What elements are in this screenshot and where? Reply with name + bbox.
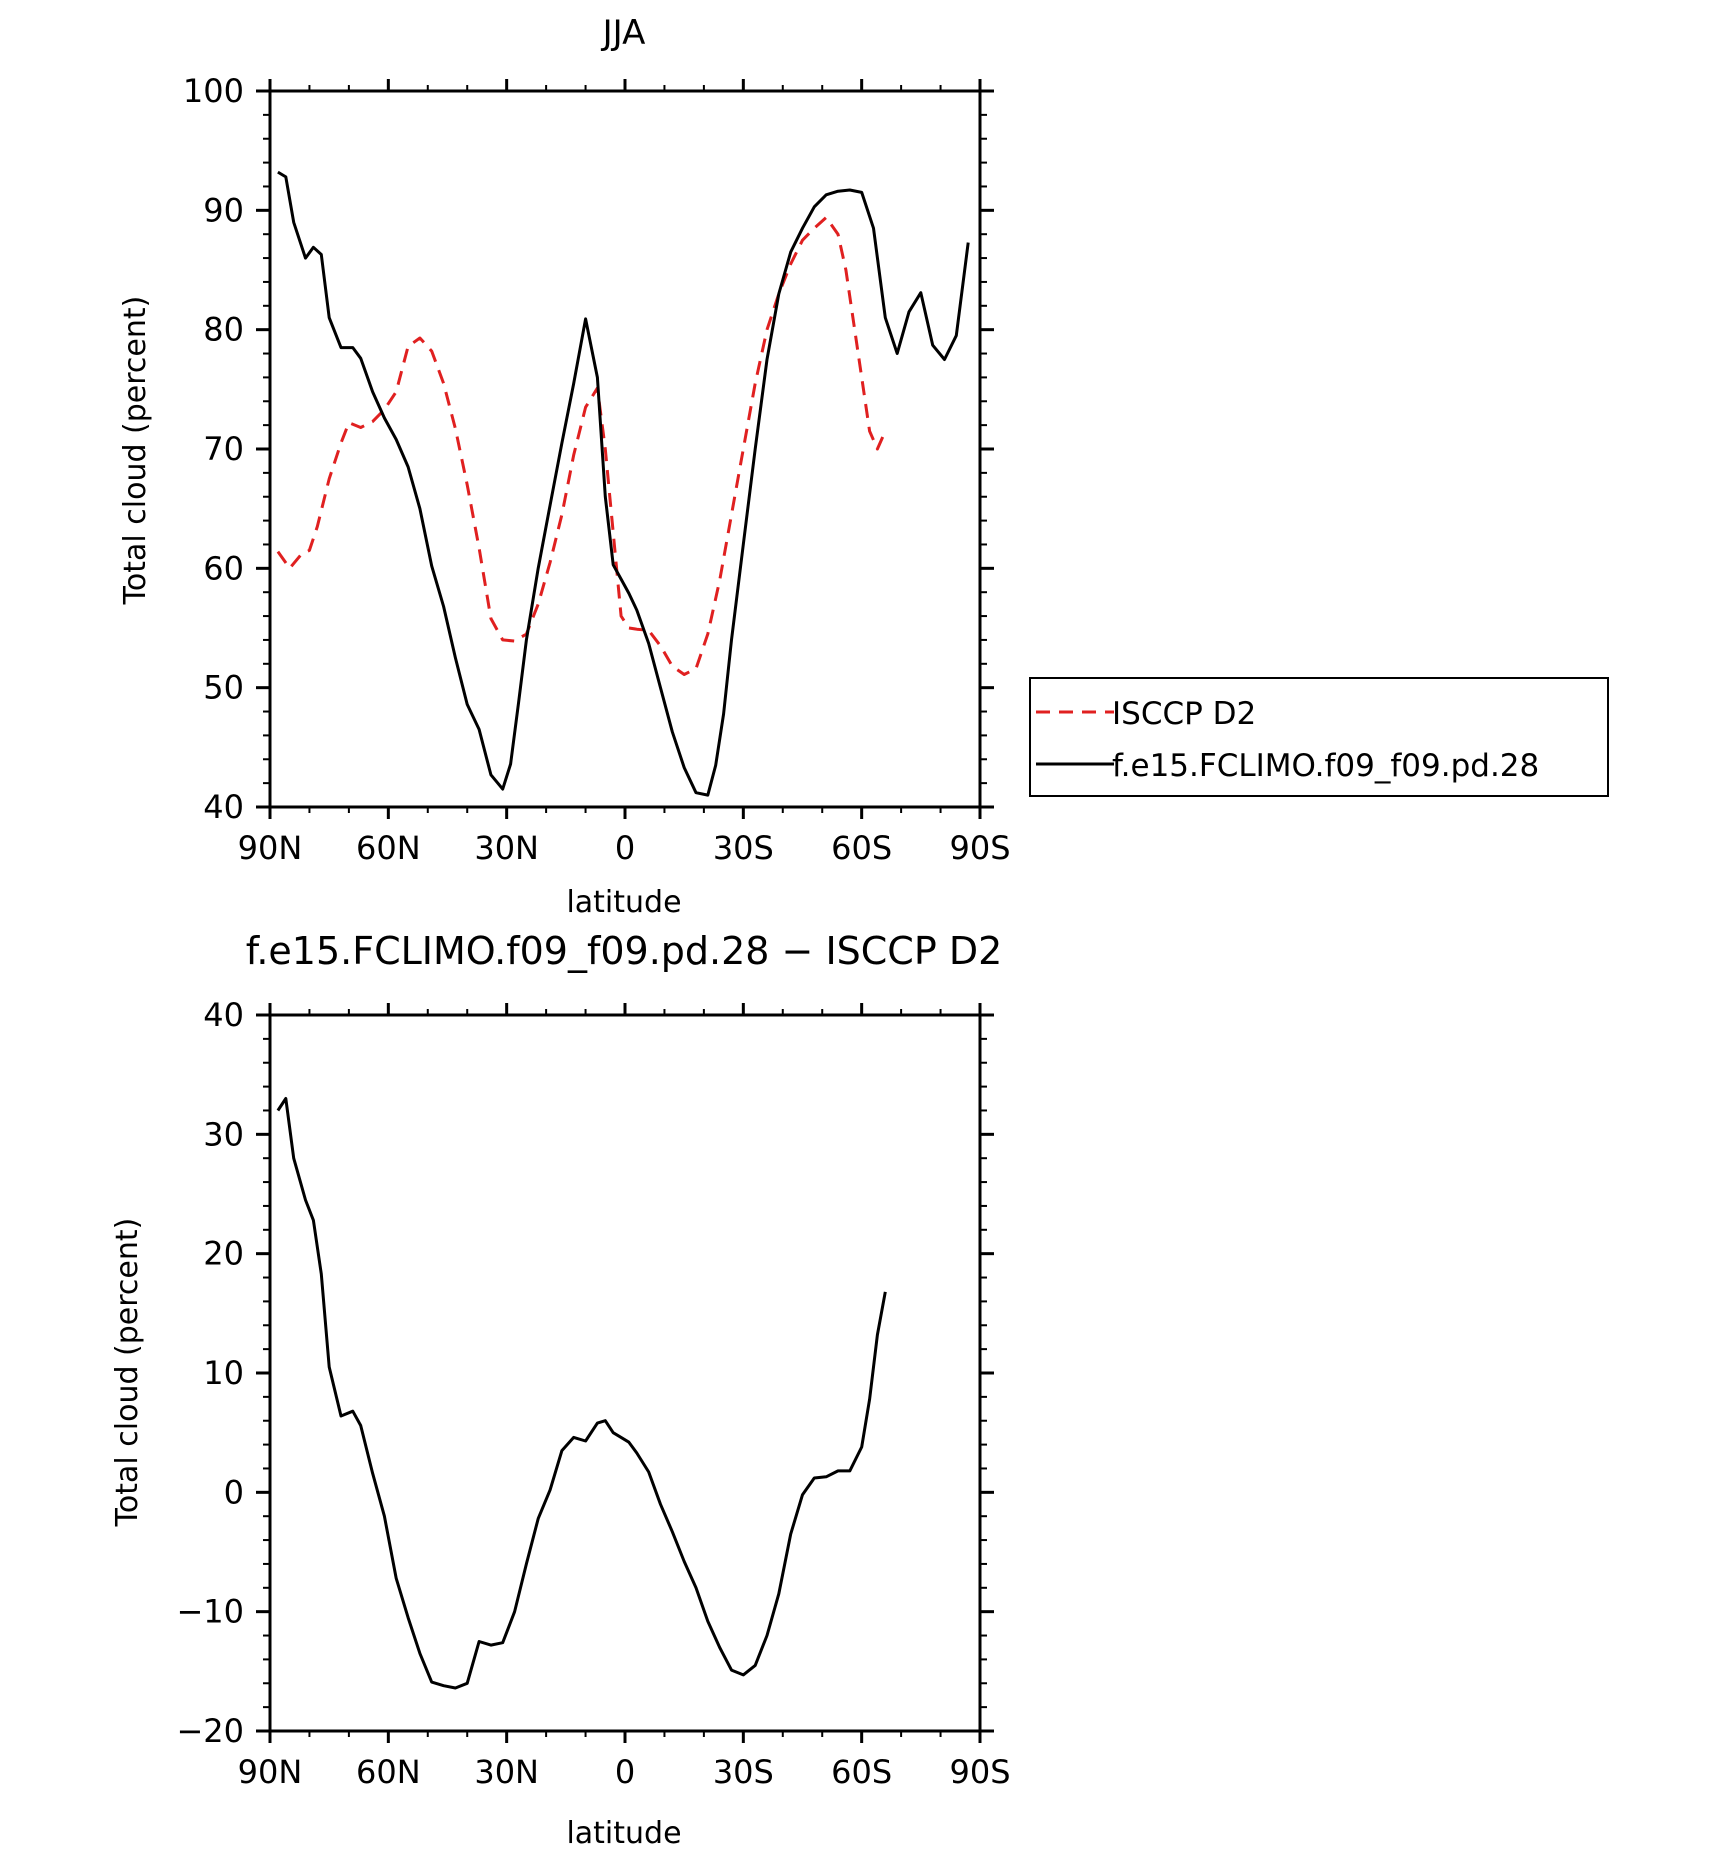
top-y-tick-label: 70 <box>203 430 244 468</box>
top-x-tick-label: 30S <box>713 829 774 867</box>
top-series-line-1 <box>277 170 970 797</box>
top-x-axis-label: latitude <box>566 885 681 920</box>
top-y-tick-label: 80 <box>203 311 244 349</box>
bottom-tick-labels: 90N 60N 30N 0 30S 60S 90S −20 −10 0 10 20 30 40 <box>176 996 1010 1791</box>
bottom-y-tick-label: 30 <box>203 1115 244 1153</box>
bottom-panel: f.e15.FCLIMO.f09_f09.pd.28 − ISCCP D2 To… <box>110 929 1011 1850</box>
top-panel: JJA Total cloud (percent) latitude 90N 60… <box>118 13 1011 920</box>
top-y-tick-label: 40 <box>203 788 244 826</box>
top-y-axis-label: Total cloud (percent) <box>118 296 153 606</box>
bottom-series <box>276 1097 887 1690</box>
bottom-y-axis-label: Total cloud (percent) <box>110 1218 145 1528</box>
bottom-x-tick-label: 30S <box>713 1753 774 1791</box>
legend: ISCCP D2 f.e15.FCLIMO.f09_f09.pd.28 <box>1029 677 1609 797</box>
bottom-x-tick-label: 90N <box>238 1753 303 1791</box>
top-x-tick-label: 90S <box>949 829 1010 867</box>
top-plot-frame <box>268 89 982 809</box>
top-x-tick-label: 90N <box>238 829 303 867</box>
bottom-plot-frame <box>268 1013 982 1733</box>
top-tick-labels: 90N 60N 30N 0 30S 60S 90S 40 50 60 70 80 90 100 <box>183 72 1011 867</box>
bottom-x-tick-label: 0 <box>615 1753 635 1791</box>
bottom-y-tick-label: 40 <box>203 996 244 1034</box>
bottom-y-tick-label: 10 <box>203 1354 244 1392</box>
top-series <box>276 170 970 797</box>
top-y-tick-label: 60 <box>203 549 244 587</box>
legend-box <box>1029 677 1609 797</box>
top-x-tick-label: 60N <box>356 829 421 867</box>
bottom-x-tick-label: 90S <box>949 1753 1010 1791</box>
legend-label-isccp: ISCCP D2 <box>1112 696 1256 732</box>
bottom-x-tick-label: 60S <box>831 1753 892 1791</box>
top-x-tick-label: 0 <box>615 829 635 867</box>
top-x-tick-label: 60S <box>831 829 892 867</box>
bottom-x-tick-label: 30N <box>474 1753 539 1791</box>
top-y-tick-label: 50 <box>203 669 244 707</box>
bottom-y-tick-label: −10 <box>176 1593 244 1631</box>
bottom-chart-title: f.e15.FCLIMO.f09_f09.pd.28 − ISCCP D2 <box>246 929 1003 973</box>
top-y-tick-label: 100 <box>183 72 244 110</box>
top-chart-title: JJA <box>601 13 646 53</box>
top-y-tick-label: 90 <box>203 191 244 229</box>
bottom-y-tick-label: 0 <box>224 1473 244 1511</box>
bottom-x-axis-label: latitude <box>566 1816 681 1850</box>
bottom-series-line-0 <box>276 1097 887 1690</box>
bottom-y-tick-label: 20 <box>203 1235 244 1273</box>
bottom-x-tick-label: 60N <box>356 1753 421 1791</box>
top-x-tick-label: 30N <box>474 829 539 867</box>
legend-label-model: f.e15.FCLIMO.f09_f09.pd.28 <box>1112 748 1539 784</box>
bottom-y-tick-label: −20 <box>176 1712 244 1750</box>
